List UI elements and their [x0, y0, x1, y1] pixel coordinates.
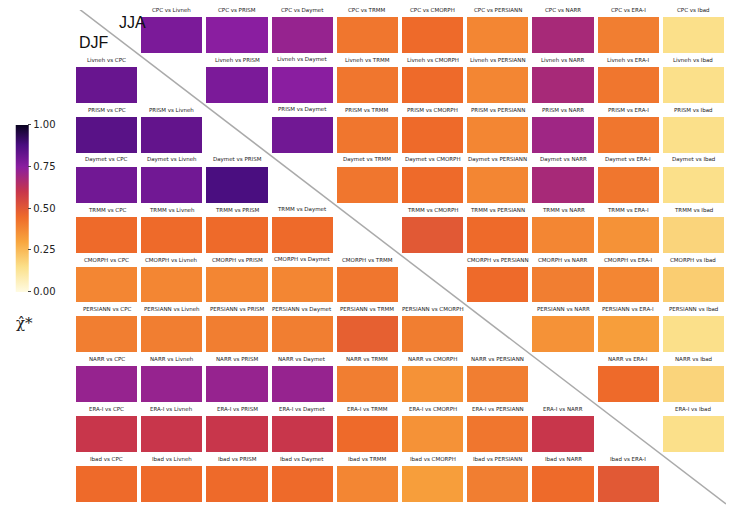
svg-text:TRMM vs PRISM: TRMM vs PRISM — [215, 207, 260, 213]
svg-text:0.75: 0.75 — [33, 161, 55, 172]
svg-text:Ibad vs PERSIANN: Ibad vs PERSIANN — [473, 456, 522, 462]
svg-text:CMORPH vs TRMM: CMORPH vs TRMM — [342, 257, 393, 263]
svg-text:Daymet vs Livneh: Daymet vs Livneh — [147, 156, 197, 163]
svg-text:Livneh vs TRMM: Livneh vs TRMM — [345, 57, 390, 63]
svg-text:CPC vs ERA-I: CPC vs ERA-I — [611, 7, 646, 13]
svg-text:NARR vs Daymet: NARR vs Daymet — [278, 356, 326, 363]
svg-text:PRISM vs CPC: PRISM vs CPC — [88, 107, 126, 113]
svg-text:Daymet vs CPC: Daymet vs CPC — [85, 156, 128, 163]
svg-text:PERSIANN vs CPC: PERSIANN vs CPC — [83, 306, 131, 312]
svg-text:Livneh vs CPC: Livneh vs CPC — [87, 57, 126, 63]
svg-text:Livneh vs PRISM: Livneh vs PRISM — [215, 57, 260, 63]
svg-text:Ibad vs PRISM: Ibad vs PRISM — [218, 456, 257, 462]
svg-text:NARR vs ERA-I: NARR vs ERA-I — [608, 356, 648, 362]
svg-text:CPC vs NARR: CPC vs NARR — [545, 7, 581, 13]
svg-text:ERA-I vs PERSIANN: ERA-I vs PERSIANN — [472, 406, 524, 412]
svg-text:CPC vs PERSIANN: CPC vs PERSIANN — [474, 7, 522, 13]
svg-text:Daymet vs TRMM: Daymet vs TRMM — [343, 156, 391, 163]
svg-text:TRMM vs ERA-I: TRMM vs ERA-I — [607, 207, 649, 213]
svg-text:PERSIANN vs Daymet: PERSIANN vs Daymet — [272, 306, 332, 313]
svg-text:TRMM vs Livneh: TRMM vs Livneh — [149, 207, 195, 213]
svg-text:χ̂*: χ̂* — [16, 314, 33, 332]
svg-text:TRMM vs Daymet: TRMM vs Daymet — [277, 206, 327, 213]
svg-text:ERA-I vs Livneh: ERA-I vs Livneh — [150, 406, 193, 412]
svg-text:JJA: JJA — [119, 14, 146, 31]
svg-text:TRMM vs CPC: TRMM vs CPC — [88, 207, 126, 213]
svg-text:CPC vs Ibad: CPC vs Ibad — [677, 7, 710, 13]
svg-text:TRMM vs Ibad: TRMM vs Ibad — [674, 207, 713, 213]
svg-text:ERA-I vs NARR: ERA-I vs NARR — [543, 406, 583, 412]
svg-text:TRMM vs NARR: TRMM vs NARR — [542, 207, 585, 213]
svg-text:Ibad vs CMORPH: Ibad vs CMORPH — [410, 456, 456, 462]
svg-text:0.25: 0.25 — [33, 244, 55, 255]
svg-text:NARR vs TRMM: NARR vs TRMM — [346, 356, 388, 362]
svg-text:0.00: 0.00 — [33, 286, 55, 297]
svg-text:Livneh vs Ibad: Livneh vs Ibad — [673, 57, 713, 63]
svg-text:CPC vs CMORPH: CPC vs CMORPH — [410, 7, 455, 13]
svg-text:PRISM vs Ibad: PRISM vs Ibad — [674, 107, 713, 113]
svg-text:Ibad vs CPC: Ibad vs CPC — [90, 456, 123, 462]
svg-text:ERA-I vs PRISM: ERA-I vs PRISM — [217, 406, 258, 412]
svg-text:ERA-I vs TRMM: ERA-I vs TRMM — [347, 406, 388, 412]
svg-text:1.00: 1.00 — [33, 119, 55, 130]
svg-text:NARR vs Livneh: NARR vs Livneh — [150, 356, 194, 362]
svg-text:CPC vs PRISM: CPC vs PRISM — [218, 7, 256, 13]
svg-text:Ibad vs NARR: Ibad vs NARR — [545, 456, 582, 462]
svg-text:CMORPH vs Ibad: CMORPH vs Ibad — [670, 257, 716, 263]
svg-text:Daymet vs PRISM: Daymet vs PRISM — [213, 156, 262, 163]
svg-text:PRISM vs CMORPH: PRISM vs CMORPH — [407, 107, 458, 113]
svg-text:Daymet vs PERSIANN: Daymet vs PERSIANN — [468, 156, 527, 163]
svg-text:DJF: DJF — [79, 34, 109, 51]
svg-text:ERA-I vs Ibad: ERA-I vs Ibad — [675, 406, 711, 412]
svg-text:ERA-I vs Daymet: ERA-I vs Daymet — [279, 406, 326, 413]
svg-text:PRISM vs Livneh: PRISM vs Livneh — [149, 107, 194, 113]
svg-text:TRMM vs PERSIANN: TRMM vs PERSIANN — [470, 207, 525, 213]
svg-text:NARR vs PRISM: NARR vs PRISM — [216, 356, 258, 362]
svg-text:PERSIANN vs TRMM: PERSIANN vs TRMM — [340, 306, 394, 312]
svg-text:CMORPH vs Daymet: CMORPH vs Daymet — [274, 256, 330, 263]
svg-text:CPC vs Livneh: CPC vs Livneh — [152, 7, 191, 13]
svg-text:NARR vs PERSIANN: NARR vs PERSIANN — [471, 356, 524, 362]
svg-text:Livneh vs ERA-I: Livneh vs ERA-I — [607, 57, 650, 63]
svg-text:PERSIANN vs PRISM: PERSIANN vs PRISM — [210, 306, 265, 312]
svg-text:PRISM vs TRMM: PRISM vs TRMM — [345, 107, 389, 113]
svg-text:Daymet vs Ibad: Daymet vs Ibad — [672, 156, 715, 163]
svg-text:PRISM vs Daymet: PRISM vs Daymet — [278, 106, 327, 113]
svg-text:Daymet vs ERA-I: Daymet vs ERA-I — [605, 156, 651, 163]
svg-text:NARR vs CMORPH: NARR vs CMORPH — [408, 356, 457, 362]
svg-text:PERSIANN vs CMORPH: PERSIANN vs CMORPH — [402, 306, 464, 312]
svg-text:Ibad vs TRMM: Ibad vs TRMM — [348, 456, 387, 462]
svg-text:PRISM vs ERA-I: PRISM vs ERA-I — [608, 107, 649, 113]
svg-text:PRISM vs PERSIANN: PRISM vs PERSIANN — [471, 107, 525, 113]
svg-text:ERA-I vs CMORPH: ERA-I vs CMORPH — [409, 406, 457, 412]
svg-text:CMORPH vs Livneh: CMORPH vs Livneh — [145, 257, 198, 263]
svg-text:Livneh vs CMORPH: Livneh vs CMORPH — [407, 57, 459, 63]
svg-text:Daymet vs CMORPH: Daymet vs CMORPH — [405, 156, 461, 163]
svg-text:PERSIANN vs Ibad: PERSIANN vs Ibad — [669, 306, 718, 312]
svg-text:NARR vs Ibad: NARR vs Ibad — [675, 356, 712, 362]
svg-text:Livneh vs Daymet: Livneh vs Daymet — [277, 56, 327, 63]
svg-text:CMORPH vs CPC: CMORPH vs CPC — [84, 257, 129, 263]
svg-text:TRMM vs CMORPH: TRMM vs CMORPH — [407, 207, 458, 213]
svg-text:CMORPH vs NARR: CMORPH vs NARR — [538, 257, 588, 263]
svg-text:Livneh vs NARR: Livneh vs NARR — [541, 57, 585, 63]
svg-text:Ibad vs ERA-I: Ibad vs ERA-I — [610, 456, 646, 462]
svg-text:Daymet vs NARR: Daymet vs NARR — [540, 156, 587, 163]
svg-text:CPC vs TRMM: CPC vs TRMM — [348, 7, 386, 13]
svg-text:PERSIANN vs ERA-I: PERSIANN vs ERA-I — [602, 306, 654, 312]
svg-text:Livneh vs PERSIANN: Livneh vs PERSIANN — [470, 57, 526, 63]
svg-text:Ibad vs Livneh: Ibad vs Livneh — [152, 456, 192, 462]
svg-text:PERSIANN vs Livneh: PERSIANN vs Livneh — [144, 306, 200, 312]
svg-text:Ibad vs Daymet: Ibad vs Daymet — [280, 456, 324, 463]
svg-text:NARR vs CPC: NARR vs CPC — [89, 356, 125, 362]
svg-text:CMORPH vs ERA-I: CMORPH vs ERA-I — [604, 257, 653, 263]
svg-text:CMORPH vs PERSIANN: CMORPH vs PERSIANN — [467, 257, 529, 263]
svg-text:PERSIANN vs NARR: PERSIANN vs NARR — [537, 306, 590, 312]
svg-text:CMORPH vs PRISM: CMORPH vs PRISM — [212, 257, 263, 263]
svg-text:0.50: 0.50 — [33, 203, 55, 214]
svg-text:PRISM vs NARR: PRISM vs NARR — [542, 107, 584, 113]
svg-text:CPC vs Daymet: CPC vs Daymet — [281, 7, 324, 14]
svg-text:ERA-I vs CPC: ERA-I vs CPC — [89, 406, 124, 412]
